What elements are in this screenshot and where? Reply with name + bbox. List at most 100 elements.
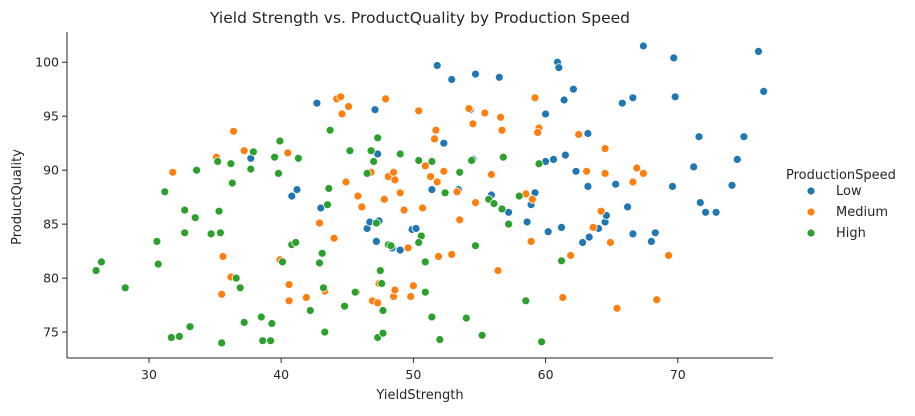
data-point-high [215,228,225,238]
data-point-high [435,335,445,345]
data-point-low [471,69,480,79]
data-point-high [266,336,276,346]
data-point-high [239,317,249,327]
legend-label-medium: Medium [836,205,888,220]
data-point-medium [420,161,430,171]
data-point-medium [373,298,383,308]
data-point-high [504,219,514,229]
data-point-medium [588,222,598,232]
y-axis-ticks: 75 80 85 90 95 100 [35,55,67,340]
data-point-high [378,306,388,315]
data-point-medium [399,205,409,215]
data-point-high [231,273,241,283]
y-axis-label: ProductQuality [10,149,25,245]
data-point-low [647,236,656,246]
data-point-high [537,337,546,347]
y-tick-label: 75 [43,325,59,340]
data-point-low [584,232,594,242]
data-point-medium [389,167,399,177]
data-point-low [628,229,638,239]
data-point-high [467,156,477,165]
data-point-medium [493,266,503,276]
data-point-low [617,98,627,108]
data-point-high [378,328,388,338]
data-point-medium [357,202,367,212]
data-point-medium [381,94,391,104]
data-point-high [256,312,266,322]
data-point-low [670,92,680,102]
data-point-low [611,179,621,189]
data-point-medium [430,134,439,144]
data-point-high [270,152,280,162]
data-point-low [727,180,737,190]
chart-title: Yield Strength vs. ProductQuality by Pro… [209,9,630,27]
data-point-medium [432,177,442,187]
data-point-high [315,258,324,268]
data-point-low [668,181,677,191]
data-point-low [701,207,710,217]
data-point-high [477,330,487,340]
data-point-low [557,222,566,232]
y-tick-label: 85 [43,217,59,232]
data-point-high [180,205,190,215]
data-point-low [522,217,532,227]
data-point-high [366,146,376,156]
data-point-medium [455,215,465,225]
data-point-high [534,159,544,169]
data-point-high [246,164,256,174]
data-point-high [395,149,405,159]
x-tick-label: 70 [670,367,686,382]
data-point-high [217,338,227,348]
data-point-high [97,257,106,267]
data-point-low [694,132,704,142]
data-point-high [414,156,424,165]
data-point-low [669,53,679,63]
data-point-high [267,319,277,328]
data-point-low [689,162,699,172]
data-point-medium [239,146,249,156]
data-point-low [411,224,421,233]
data-point-high [371,218,381,228]
data-point-high [174,331,184,341]
data-point-high [345,146,355,156]
data-point-low [759,87,769,96]
data-point-medium [612,303,622,313]
data-point-low [583,181,593,191]
x-tick-label: 30 [141,367,157,382]
data-point-low [292,185,302,195]
data-point-medium [471,198,480,208]
data-point-high [489,199,499,209]
legend-marker-high [806,228,816,238]
data-point-high [185,322,195,332]
data-point-medium [452,187,462,197]
data-point-medium [486,170,496,179]
data-point-medium [558,293,568,302]
data-point-high [325,125,335,135]
data-point-medium [431,125,441,135]
data-point-high [160,187,170,197]
y-tick-label: 90 [43,163,59,178]
data-point-high [440,188,450,198]
data-point-high [427,157,437,166]
data-point-medium [582,166,591,176]
data-point-medium [315,218,324,228]
data-point-high [120,283,130,293]
data-point-high [373,133,383,143]
data-point-high [350,287,360,297]
data-point-medium [341,177,351,187]
data-point-low [541,109,550,119]
data-point-high [319,283,328,293]
y-tick-label: 95 [43,109,59,124]
x-tick-label: 40 [273,367,289,382]
data-point-medium [217,289,227,299]
data-point-high [427,312,437,322]
data-point-high [206,229,216,239]
data-point-high [386,241,396,251]
data-point-high [375,266,385,276]
data-point-high [414,238,424,247]
data-point-medium [600,144,610,154]
x-axis-ticks: 30 40 50 60 70 [141,358,686,382]
data-point-high [248,147,258,157]
